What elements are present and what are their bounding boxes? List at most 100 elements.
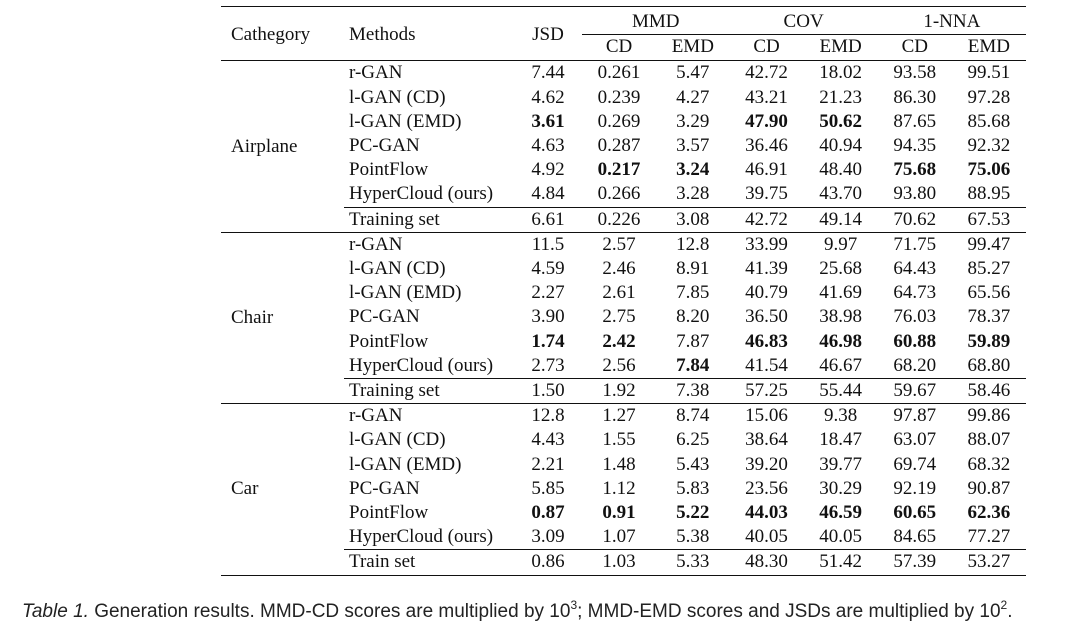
method-name: HyperCloud (ours) xyxy=(349,183,494,205)
metric-cell: 36.50 xyxy=(745,306,788,328)
metric-cell: 7.85 xyxy=(676,282,710,304)
metric-cell: 63.07 xyxy=(893,429,937,451)
metric-cell: 38.98 xyxy=(819,306,863,328)
metric-cell: 1.48 xyxy=(602,453,636,475)
metric-cell: 2.46 xyxy=(602,258,636,280)
best-value: 44.03 xyxy=(745,502,788,524)
table-row: PointFlow 4.92 0.217 3.24 46.91 48.40 75.68 75.… xyxy=(221,158,1026,182)
metric-cell: 68.80 xyxy=(967,354,1011,376)
metric-cell: 58.46 xyxy=(951,378,1026,404)
header-cov: COV xyxy=(729,5,878,36)
metric-cell: 1.03 xyxy=(582,549,657,576)
category-label: Chair xyxy=(221,231,344,404)
metric-cell: 48.40 xyxy=(819,159,863,181)
table-caption: Table 1. Generation results. MMD-CD scor… xyxy=(22,599,1013,623)
metric-cell: 1.55 xyxy=(602,429,636,451)
metric-cell: 53.27 xyxy=(951,549,1026,576)
table-row: l-GAN (EMD) 3.61 0.269 3.29 47.90 50.62 87.65 8… xyxy=(221,110,1026,134)
method-name: PointFlow xyxy=(349,159,429,181)
metric-cell: 9.38 xyxy=(803,403,878,429)
table-row: l-GAN (CD) 4.62 0.239 4.27 43.21 21.23 86.30 97… xyxy=(221,86,1026,110)
metric-cell: 1.50 xyxy=(514,378,582,404)
table-row: PC-GAN 4.63 0.287 3.57 36.46 40.94 94.35 92.32 xyxy=(221,134,1026,158)
metric-cell: 2.27 xyxy=(531,282,565,304)
metric-cell: 85.68 xyxy=(967,110,1011,132)
header-1nna: 1-NNA xyxy=(877,5,1026,36)
metric-cell: 85.27 xyxy=(967,258,1011,280)
table-row: PointFlow 1.74 2.42 7.87 46.83 46.98 60.88 59.8… xyxy=(221,330,1026,354)
metric-cell: 15.06 xyxy=(729,403,804,429)
results-table: Cathegory Methods JSD MMD COV 1-NNA CD E… xyxy=(221,5,1026,576)
metric-cell: 69.74 xyxy=(893,453,937,475)
metric-cell: 30.29 xyxy=(819,477,863,499)
best-value: 60.88 xyxy=(893,330,937,352)
metric-cell: 12.8 xyxy=(514,403,582,429)
metric-cell: 2.21 xyxy=(531,453,565,475)
best-value: 5.22 xyxy=(676,502,710,524)
metric-cell: 5.43 xyxy=(676,453,710,475)
header-mmd-emd: EMD xyxy=(656,34,730,62)
table-row: HyperCloud (ours) 2.73 2.56 7.84 41.54 46.67 6… xyxy=(221,354,1026,379)
metric-cell: 25.68 xyxy=(819,258,863,280)
metric-cell: 75.68 xyxy=(878,158,952,182)
caption-text-a: Generation results. MMD-CD scores are mu… xyxy=(88,601,571,622)
metric-cell: 8.20 xyxy=(676,306,710,328)
best-value: 75.68 xyxy=(893,159,937,181)
metric-cell: 3.09 xyxy=(531,526,565,548)
header-mmd: MMD xyxy=(582,5,730,36)
metric-cell: 48.30 xyxy=(729,549,804,576)
metric-cell: 92.32 xyxy=(967,135,1011,157)
metric-cell: 18.47 xyxy=(819,429,863,451)
metric-cell: 40.94 xyxy=(819,135,863,157)
metric-cell: 38.64 xyxy=(745,429,788,451)
best-value: 1.74 xyxy=(531,330,565,352)
header-mmd-cd: CD xyxy=(582,34,657,62)
metric-cell: 5.22 xyxy=(656,501,729,525)
metric-cell: 2.61 xyxy=(602,282,636,304)
best-value: 3.61 xyxy=(531,110,565,132)
method-name: PC-GAN xyxy=(349,306,420,328)
metric-cell: 40.79 xyxy=(745,282,788,304)
metric-cell: 99.47 xyxy=(951,231,1026,258)
method-name: r-GAN xyxy=(344,60,514,86)
metric-cell: 5.83 xyxy=(676,477,710,499)
metric-cell: 1.07 xyxy=(602,526,636,548)
metric-cell: 97.87 xyxy=(877,403,952,429)
metric-cell: 76.03 xyxy=(893,306,937,328)
metric-cell: 41.39 xyxy=(745,258,788,280)
metric-cell: 5.38 xyxy=(676,526,710,548)
metric-cell: 93.80 xyxy=(893,183,937,205)
metric-cell: 3.24 xyxy=(656,158,729,182)
best-value: 46.83 xyxy=(745,330,788,352)
metric-cell: 2.56 xyxy=(602,354,636,376)
header-1nna-cd: CD xyxy=(877,34,952,62)
metric-cell: 57.25 xyxy=(729,378,804,404)
metric-cell: 8.74 xyxy=(656,403,730,429)
metric-cell: 50.62 xyxy=(804,110,878,134)
header-1nna-emd: EMD xyxy=(951,34,1026,62)
metric-cell: 51.42 xyxy=(803,549,878,576)
metric-cell: 4.62 xyxy=(531,86,565,108)
method-name: PC-GAN xyxy=(349,135,420,157)
metric-cell: 0.239 xyxy=(597,86,641,108)
metric-cell: 71.75 xyxy=(877,231,952,258)
metric-cell: 59.67 xyxy=(877,378,952,404)
metric-cell: 93.58 xyxy=(877,60,952,86)
best-value: 0.87 xyxy=(531,502,565,524)
table-row: PointFlow 0.87 0.91 5.22 44.03 46.59 60.65 62.3… xyxy=(221,501,1026,525)
metric-cell: 88.07 xyxy=(967,429,1011,451)
metric-cell: 2.57 xyxy=(582,231,657,258)
metric-cell: 7.38 xyxy=(656,378,730,404)
best-value: 0.91 xyxy=(602,502,636,524)
metric-cell: 2.42 xyxy=(582,330,656,354)
table-row: l-GAN (CD) 4.59 2.46 8.91 41.39 25.68 64.43 85.… xyxy=(221,257,1026,281)
metric-cell: 2.73 xyxy=(531,354,565,376)
metric-cell: 0.287 xyxy=(597,135,641,157)
metric-cell: 1.27 xyxy=(582,403,657,429)
metric-cell: 4.92 xyxy=(531,159,565,181)
metric-cell: 90.87 xyxy=(967,477,1011,499)
table-row: Chair r-GAN 11.5 2.57 12.8 33.99 9.97 71.75 99.4… xyxy=(221,231,1026,404)
header-category: Cathegory xyxy=(221,5,344,61)
method-name: l-GAN (EMD) xyxy=(349,453,462,475)
metric-cell: 7.84 xyxy=(656,354,729,379)
